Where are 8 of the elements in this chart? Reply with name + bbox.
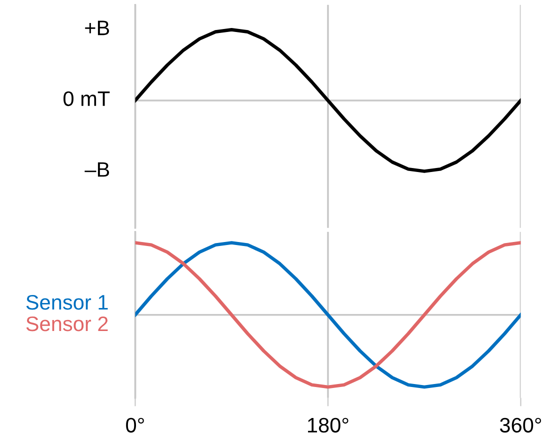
text: –B — [84, 162, 110, 177]
text: Sensor 2 — [26, 316, 108, 332]
x-tick-label: 180° — [308, 418, 348, 433]
x-tick-label: 0° — [126, 418, 144, 433]
text: +B — [85, 20, 110, 36]
x-tick-label: 360° — [500, 418, 542, 433]
series-label: Sensor 1 — [26, 294, 108, 310]
text: 0 mT — [64, 91, 110, 106]
